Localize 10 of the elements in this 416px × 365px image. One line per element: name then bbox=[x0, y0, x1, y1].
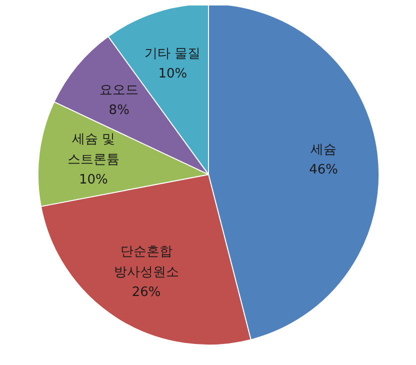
data-label: 10% bbox=[158, 66, 188, 82]
slice-label: 기타 물질 bbox=[144, 46, 201, 62]
slice-label: 요오드 bbox=[100, 82, 139, 98]
data-label: 46% bbox=[309, 162, 338, 178]
slice-label: 세슘 bbox=[310, 142, 337, 158]
slice-label: 세슘 및 스트론튬 bbox=[67, 132, 120, 168]
data-label: 26% bbox=[132, 285, 161, 300]
data-label: 8% bbox=[108, 103, 130, 118]
slice-label: 단순혼합 방사성원소 bbox=[114, 244, 179, 280]
data-label: 10% bbox=[78, 172, 108, 188]
